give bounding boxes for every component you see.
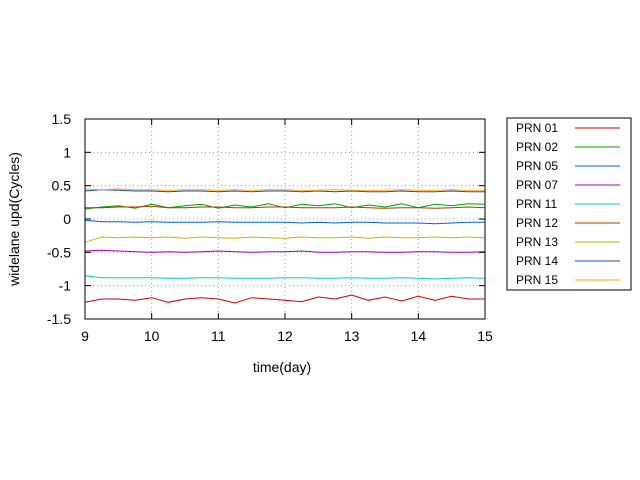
grid bbox=[85, 119, 485, 319]
legend-label: PRN 01 bbox=[516, 121, 558, 135]
y-tick-label: -0.5 bbox=[47, 244, 71, 260]
legend-label: PRN 07 bbox=[516, 178, 558, 192]
y-tick-label: -1 bbox=[59, 278, 72, 294]
y-tick-label: 0.5 bbox=[52, 178, 72, 194]
legend-box bbox=[506, 117, 632, 291]
legend-label: PRN 13 bbox=[516, 235, 558, 249]
axis-ticks: 9 10 11 12 13 14 15 1.5 1 0.5 0 -0.5 -1 -1.5 bbox=[47, 111, 493, 344]
x-tick-label: 10 bbox=[144, 328, 160, 344]
x-tick-label: 11 bbox=[211, 328, 226, 344]
series-line-prn-13 bbox=[84, 236, 486, 243]
series-line-prn-07 bbox=[84, 249, 486, 253]
x-tick-label: 13 bbox=[344, 328, 360, 344]
legend-label: PRN 15 bbox=[516, 273, 558, 287]
series-line-prn-15 bbox=[84, 188, 485, 191]
x-axis-label: time(day) bbox=[253, 359, 311, 375]
x-tick-label: 14 bbox=[411, 328, 427, 344]
series-line-prn-12 bbox=[85, 205, 486, 209]
series-line-prn-11 bbox=[84, 275, 486, 280]
series-line-prn-05 bbox=[84, 219, 485, 225]
y-axis-label: widelane upd(Cycles) bbox=[6, 152, 22, 287]
series-line-prn-01 bbox=[84, 294, 485, 304]
y-tick-label: 0 bbox=[63, 211, 71, 227]
x-tick-label: 15 bbox=[477, 328, 493, 344]
legend-label: PRN 11 bbox=[516, 197, 557, 211]
legend-label: PRN 14 bbox=[516, 254, 558, 268]
legend-label: PRN 05 bbox=[516, 159, 558, 173]
legend-label: PRN 02 bbox=[516, 140, 558, 154]
x-tick-label: 9 bbox=[81, 328, 89, 344]
series-lines bbox=[84, 188, 486, 304]
series-line-prn-14 bbox=[84, 189, 485, 193]
legend: PRN 01 PRN 02 PRN 05 PRN 07 PRN 11 PRN 12 PRN … bbox=[506, 117, 632, 291]
y-tick-label: 1.5 bbox=[52, 111, 72, 127]
legend-label: PRN 12 bbox=[516, 216, 558, 230]
y-tick-label: 1 bbox=[63, 144, 71, 160]
y-tick-label: -1.5 bbox=[47, 311, 71, 327]
x-tick-label: 12 bbox=[277, 328, 293, 344]
